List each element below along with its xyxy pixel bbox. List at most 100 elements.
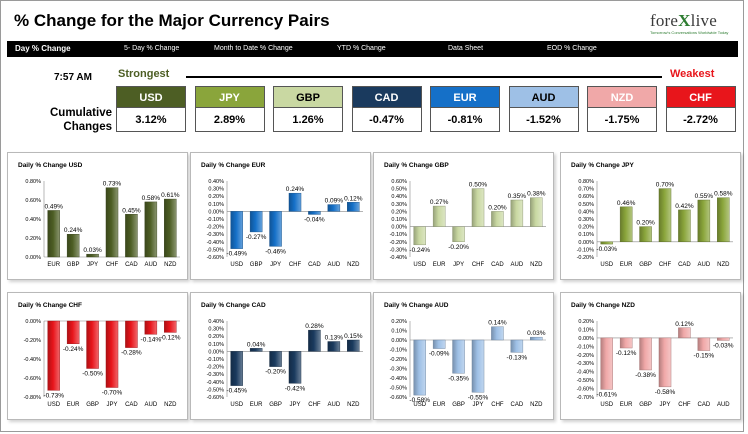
y-tick-label: -0.40% [390,255,408,261]
data-label: 0.03% [83,247,102,254]
bar-eur [432,205,446,227]
data-label: -0.20% [448,244,469,251]
nav-data-sheet[interactable]: Data Sheet [448,45,484,52]
data-label: -0.70% [102,390,123,397]
y-tick-label: -0.40% [24,357,42,363]
y-tick-label: -0.30% [207,232,225,238]
bar-eur [619,337,633,349]
bar-jpy [471,339,485,393]
x-tick-label: CAD [308,262,321,268]
chart-panel-usd: Daily % Change USD 0.00% 0.20% 0.40% 0.60% 0.… [7,152,188,280]
x-tick-label: AUD [328,402,341,408]
nav-eod-change[interactable]: EOD % Change [547,45,597,52]
data-label: -0.46% [265,248,286,255]
x-tick-label: CAD [698,402,711,408]
bar-aud [144,320,158,335]
rank-box-usd: USD 3.12% [116,86,186,132]
x-tick-label: CHF [289,262,302,268]
y-tick-label: 0.00% [578,336,594,342]
y-tick-label: -0.40% [390,376,408,382]
bar-cad [491,211,504,227]
y-tick-label: 0.30% [391,202,407,208]
bar-aud [717,337,730,341]
data-label: -0.12% [616,350,637,357]
bar-gbp [452,339,465,374]
y-tick-label: 0.20% [391,209,407,215]
bar-aud [510,199,524,227]
data-label: 0.24% [64,227,83,234]
y-tick-label: 0.00% [25,319,41,325]
bar-chf [288,192,302,212]
x-tick-label: JPY [453,262,464,268]
y-tick-label: 0.00% [208,209,224,215]
y-tick-label: -0.10% [577,247,595,253]
x-tick-label: NZD [530,402,543,408]
rank-value: -2.72% [665,108,736,132]
bar-gbp [269,351,282,367]
y-tick-label: 0.30% [208,327,224,333]
x-tick-label: AUD [145,262,158,268]
y-tick-label: -0.60% [577,387,595,393]
bar-gbp [249,211,263,233]
timestamp: 7:57 AM [54,72,92,83]
data-label: -0.12% [160,334,181,341]
ranking-line [186,76,662,78]
y-tick-label: 0.20% [391,319,407,325]
x-tick-label: CAD [125,402,138,408]
bar-nzd [530,336,543,341]
x-tick-label: EUR [620,402,633,408]
x-tick-label: USD [413,402,426,408]
y-tick-label: -0.10% [577,344,595,350]
y-tick-label: 0.10% [578,327,594,333]
rank-box-gbp: GBP 1.26% [273,86,343,132]
x-tick-label: CHF [106,262,119,268]
bar-aud [144,201,158,258]
bar-usd [413,339,426,396]
x-tick-label: CAD [491,262,504,268]
data-label: -0.38% [635,372,656,379]
rank-box-nzd: NZD -1.75% [587,86,657,132]
y-tick-label: 0.40% [391,194,407,200]
y-tick-label: 0.00% [391,225,407,231]
bar-jpy [86,253,99,258]
data-label: 0.12% [675,321,694,328]
x-tick-label: GBP [86,402,99,408]
data-label: 0.20% [636,220,655,227]
chart-panel-aud: Daily % Change AUD -0.60% -0.50% -0.40% -0.3… [373,292,554,420]
y-tick-label: -0.20% [577,353,595,359]
x-tick-label: GBP [452,402,465,408]
nav-ytd-change[interactable]: YTD % Change [337,45,386,52]
nav-day-change[interactable]: Day % Change [15,44,71,53]
y-tick-label: -0.60% [207,395,225,401]
data-label: 0.55% [695,193,714,200]
x-tick-label: AUD [145,402,158,408]
rank-value: 3.12% [116,108,186,132]
y-tick-label: -0.50% [390,386,408,392]
bar-cad [308,211,321,215]
y-tick-label: 0.60% [578,194,594,200]
chart-title: Daily % Change CAD [201,302,266,309]
y-tick-label: -0.20% [390,240,408,246]
nav-5day-change[interactable]: 5- Day % Change [124,45,180,52]
chart-aud: Daily % Change AUD -0.60% -0.50% -0.40% -0.3… [384,302,546,408]
bar-chf [105,187,119,258]
chart-panel-nzd: Daily % Change NZD -0.70% -0.60% -0.50% -0.4… [560,292,741,420]
logo-tagline: Tomorrow's Conversations Worldwide Today [650,30,729,35]
bar-usd [47,320,60,391]
y-tick-label: 0.60% [391,179,407,185]
x-tick-label: USD [413,262,426,268]
x-tick-label: JPY [106,402,117,408]
data-label: -0.15% [694,353,715,360]
data-label: 0.24% [286,186,305,193]
x-tick-label: CHF [659,262,672,268]
y-tick-label: 0.00% [578,240,594,246]
chart-panel-chf: Daily % Change CHF -0.80% -0.60% -0.40% -0.2… [7,292,188,420]
forexlive-logo: foreXlive Tomorrow's Conversations World… [650,11,730,41]
chart-eur: Daily % Change EUR -0.60% -0.50%-0.40% -0.3… [201,162,363,268]
nav-mtd-change[interactable]: Month to Date % Change [214,45,293,52]
data-label: -0.03% [596,246,617,253]
rank-currency: JPY [194,86,265,108]
logo-text-live: live [690,11,717,30]
weakest-label: Weakest [670,68,715,80]
data-label: 0.09% [325,198,344,205]
